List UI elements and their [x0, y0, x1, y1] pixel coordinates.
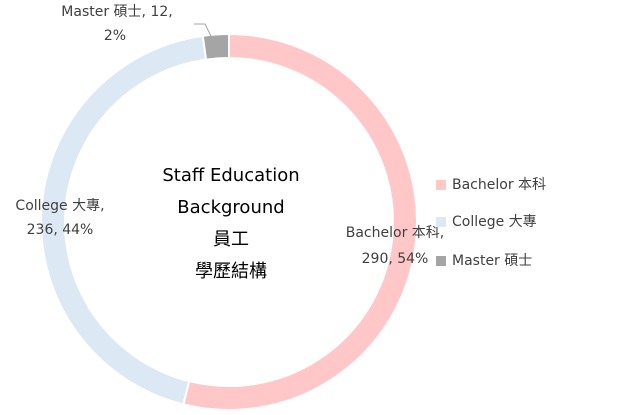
data-label: 2% [104, 28, 126, 44]
chart-title: Staff Education [162, 165, 299, 186]
legend-label: Bachelor 本科 [452, 177, 546, 193]
legend-swatch [436, 256, 446, 266]
leader-line [194, 23, 213, 39]
legend-label: College 大專 [452, 214, 537, 230]
legend-swatch [436, 217, 446, 227]
legend-swatch [436, 180, 446, 190]
donut-segment [201, 32, 230, 61]
legend-label: Master 碩士 [452, 253, 532, 269]
chart-title: 學歷結構 [195, 261, 267, 282]
data-label: 290, 54% [362, 251, 429, 267]
donut-segment [182, 32, 419, 411]
data-label: College 大專, [15, 198, 104, 214]
data-label: 236, 44% [27, 222, 94, 238]
data-label: Bachelor 本科, [346, 225, 444, 241]
donut-segment [40, 34, 208, 406]
chart-title: Background [177, 197, 284, 218]
data-label: Master 碩士, 12, [61, 4, 172, 20]
chart-title: 員工 [213, 229, 249, 250]
